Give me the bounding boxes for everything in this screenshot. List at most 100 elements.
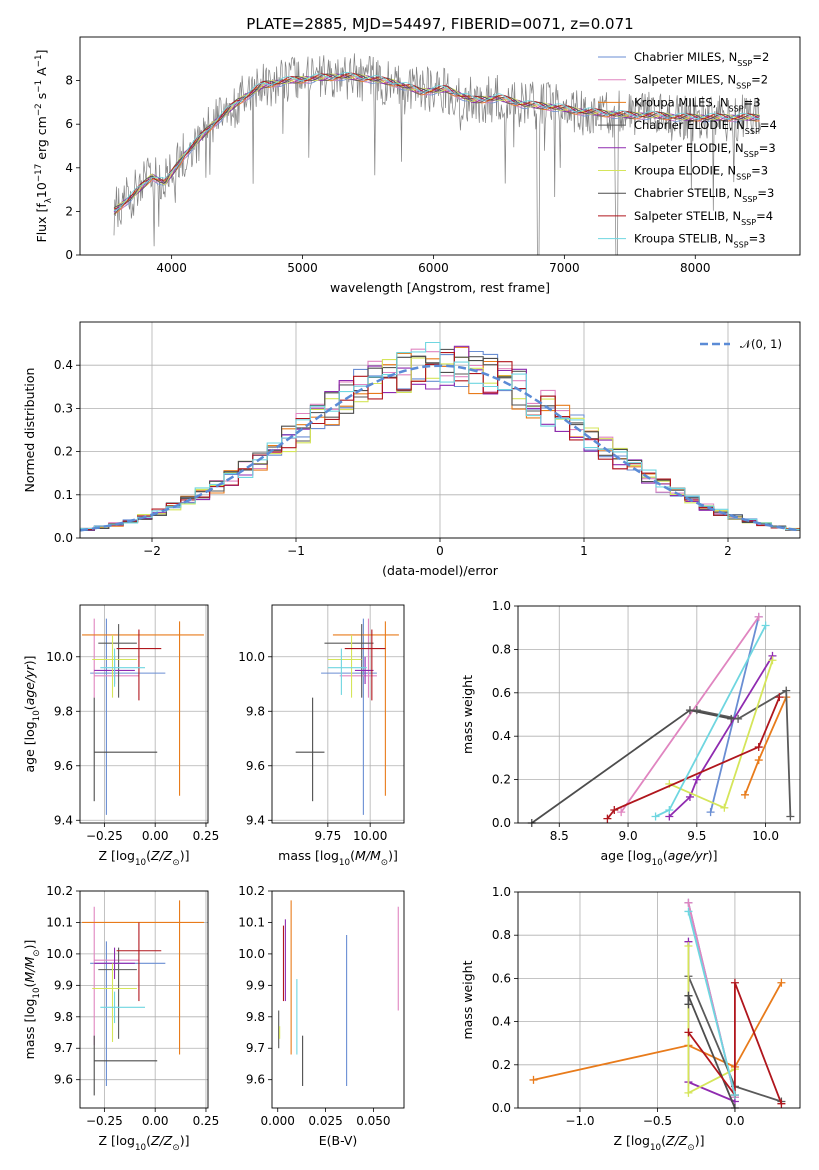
y-tick-label: 0.2: [492, 1058, 511, 1072]
weight-point-marker: [768, 656, 777, 665]
axes-weight_vs_Z: −1.0 −0.5 0.0 0.0 0.2 0.4 0.6 0.8 1.0: [492, 885, 800, 1128]
x-tick-label: 0.00: [142, 829, 169, 843]
normal-reference-curve: [79, 364, 801, 532]
legend: Chabrier MILES, NSSP=2 Salpeter MILES, NS…: [598, 50, 777, 249]
weight-point-marker: [685, 706, 694, 715]
y-tick-label: 10.2: [46, 884, 73, 898]
y-tick-label: 9.8: [246, 704, 265, 718]
weight-point-marker: [777, 1099, 786, 1108]
axes-frame: [271, 604, 405, 824]
errorbar-point: [116, 629, 162, 701]
y-tick-label: 0.4: [492, 729, 511, 743]
errorbar-point: [327, 634, 362, 698]
y-tick-label: 9.4: [54, 813, 73, 827]
y-tick-label: 0.4: [54, 358, 73, 372]
y-tick-label: 4: [65, 161, 73, 175]
errorbar-point: [94, 947, 135, 980]
y-tick-label: 0.6: [492, 686, 511, 700]
x-tick-label: −1: [287, 544, 305, 558]
weight-series-line: [620, 616, 760, 813]
weight-series-line: [687, 982, 783, 1105]
x-tick-label: 0.050: [356, 1114, 390, 1128]
x-tick-label: −0.25: [86, 829, 123, 843]
errorbar-point: [324, 624, 374, 698]
weight-point-marker: [617, 808, 626, 817]
axes-spectrum: 4000 5000 6000 7000 8000 0 2 4 6 8: [65, 74, 710, 275]
axes-weight_vs_age: 8.5 9.0 9.5 10.0 0.0 0.2 0.4 0.6 0.8 1.0: [492, 599, 800, 843]
weight-point-marker: [754, 743, 763, 752]
x-axis-label: wavelength [Angstrom, rest frame]: [330, 280, 550, 295]
errorbar-point: [93, 906, 139, 1046]
y-tick-label: 9.7: [246, 1041, 265, 1055]
errorbar-point: [98, 624, 137, 698]
x-axis-label: E(B-V): [319, 1133, 358, 1148]
weight-point-marker: [684, 907, 693, 916]
weight-point-marker: [754, 612, 763, 621]
figure-title: PLATE=2885, MJD=54497, FIBERID=0071, z=0…: [246, 15, 633, 33]
errorbar-point: [100, 648, 146, 687]
errorbar-point: [332, 621, 399, 796]
x-tick-label: −2: [143, 544, 161, 558]
y-tick-label: 2: [65, 204, 73, 218]
y-tick-label: 6: [65, 117, 73, 131]
axes-frame: [517, 891, 801, 1109]
x-tick-label: 4000: [156, 261, 187, 275]
x-axis-label: Z [log10(Z/Z⊙)]: [99, 1133, 190, 1153]
axes-frame: [79, 321, 801, 539]
weight-point-marker: [740, 790, 749, 799]
legend-label: Chabrier MILES, NSSP=2: [634, 50, 769, 68]
y-tick-label: 9.8: [54, 704, 73, 718]
legend-label: Salpeter STELIB, NSSP=4: [634, 209, 773, 227]
errorbar-point: [92, 963, 137, 1042]
errorbar-point: [100, 991, 146, 1024]
y-tick-label: 9.6: [54, 1073, 73, 1087]
axes-frame: [271, 890, 405, 1109]
x-tick-label: 1: [580, 544, 588, 558]
errorbar-point: [93, 618, 139, 698]
x-tick-label: 0.00: [142, 1114, 169, 1128]
plot-area-residual_histogram: [79, 341, 801, 532]
x-tick-label: 6000: [418, 261, 449, 275]
errorbar-point: [93, 1035, 158, 1096]
x-axis-label: mass [log10(M/M⊙)]: [278, 848, 398, 868]
model-spectrum-line: [113, 73, 760, 209]
plot-area-mass_vs_ebv: [278, 900, 399, 1086]
x-tick-label: 2: [724, 544, 732, 558]
plot-area-age_vs_mass: [295, 618, 399, 815]
y-axis-label: mass [log10(M/M⊙)]: [22, 940, 42, 1060]
y-tick-label: 9.4: [246, 813, 265, 827]
weight-point-marker: [684, 942, 693, 950]
y-tick-label: 10.1: [238, 915, 265, 929]
weight-series-line: [709, 616, 760, 813]
weight-point-marker: [730, 978, 739, 987]
weight-series-line: [668, 655, 774, 818]
weight-point-marker: [720, 803, 729, 812]
x-tick-label: −0.5: [643, 1114, 672, 1128]
y-tick-label: 9.6: [246, 759, 265, 773]
axes-residual_histogram: −2 −1 0 1 2 0.0 0.1 0.2 0.3 0.4: [54, 322, 800, 558]
axes-age_vs_mass: 9.75 10.00 9.4 9.6 9.8 10.0: [238, 605, 404, 843]
y-tick-label: 1.0: [492, 599, 511, 613]
weight-point-marker: [777, 978, 786, 987]
axes-frame: [79, 604, 209, 824]
x-tick-label: 0.0: [725, 1114, 744, 1128]
y-tick-label: 0.0: [492, 1101, 511, 1115]
x-tick-label: 5000: [287, 261, 318, 275]
errorbar-point: [327, 648, 367, 695]
errorbar-point: [93, 697, 158, 802]
y-tick-label: 9.9: [54, 978, 73, 992]
y-tick-label: 0.8: [492, 642, 511, 656]
weight-point-marker: [684, 1088, 693, 1097]
y-tick-label: 0.2: [492, 773, 511, 787]
errorbar-point: [116, 922, 162, 1002]
y-axis-label: mass weight: [460, 675, 475, 754]
axes-frame: [517, 605, 801, 824]
x-axis-label: age [log10(age/yr)]: [600, 848, 717, 868]
x-tick-label: 9.5: [687, 829, 706, 843]
x-tick-label: 9.0: [619, 829, 638, 843]
weight-point-marker: [684, 898, 693, 907]
weight-point-marker: [685, 792, 694, 801]
legend-label: Chabrier ELODIE, NSSP=4: [634, 118, 777, 136]
weight-point-marker: [727, 714, 736, 723]
